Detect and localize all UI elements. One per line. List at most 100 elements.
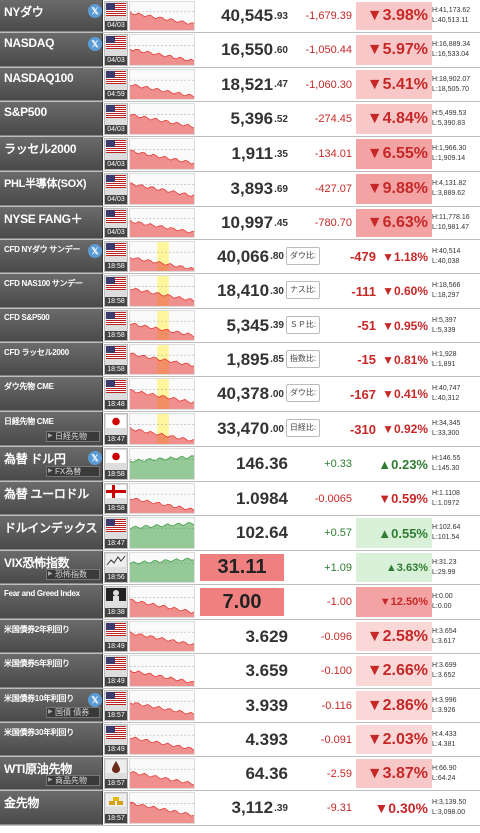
- instrument-name[interactable]: WTI原油先物: [4, 762, 72, 776]
- intraday-sparkline[interactable]: [129, 758, 195, 789]
- market-row[interactable]: NASDAQ 𝕏 04/03 16,550.60 -1,050.44 ▼5.97% H:16…: [0, 33, 480, 68]
- market-row[interactable]: ドルインデックス 18:47 102.64 +0.57 ▲0.55% H:102.64 L:…: [0, 516, 480, 551]
- instrument-name[interactable]: NASDAQ: [4, 36, 55, 50]
- market-row[interactable]: 米国債券10年利回り 𝕏国債 債券 18:57 3.939 -0.116 ▼2.86%H:…: [0, 689, 480, 723]
- intraday-sparkline[interactable]: [129, 34, 195, 66]
- intraday-sparkline[interactable]: [129, 344, 195, 375]
- intraday-sparkline[interactable]: [129, 724, 195, 755]
- market-row[interactable]: S&P500 04/03 5,396.52 -274.45 ▼4.84% H:5,499.…: [0, 102, 480, 137]
- market-row[interactable]: CFD ラッセル2000 18:58 1,895.85 指数比: -15 ▼0.81% H:…: [0, 343, 480, 377]
- current-value: 3,893.69: [196, 172, 288, 206]
- instrument-name[interactable]: 米国債券30年利回り: [4, 728, 74, 737]
- category-link-button[interactable]: 恐怖指数: [46, 569, 100, 580]
- day-high: H:102.64: [432, 524, 461, 531]
- category-link-button[interactable]: FX為替: [46, 466, 100, 477]
- market-row[interactable]: 為替 ドル円 𝕏FX為替 18:58 146.36 +0.33 ▲0.23%H:146.5…: [0, 447, 480, 482]
- x-share-icon[interactable]: 𝕏: [88, 4, 102, 18]
- intraday-sparkline[interactable]: [129, 792, 195, 824]
- value-decimal: .60: [274, 44, 288, 56]
- instrument-name[interactable]: CFD ラッセル2000: [4, 348, 69, 357]
- instrument-name[interactable]: CFD S&P500: [4, 313, 50, 322]
- market-row[interactable]: CFD NAS100 サンデー 18:58 18,410.30 ナス比: -111 ▼0.…: [0, 274, 480, 309]
- intraday-sparkline[interactable]: [129, 586, 195, 618]
- x-share-icon[interactable]: 𝕏: [88, 244, 102, 258]
- intraday-sparkline[interactable]: [129, 138, 195, 170]
- instrument-name[interactable]: VIX恐怖指数: [4, 556, 70, 570]
- market-row[interactable]: 金先物 18:57 3,112.39 -9.31 ▼0.30% H:3,139.50 L:3…: [0, 791, 480, 826]
- instrument-name[interactable]: 日経先物 CME: [4, 417, 54, 426]
- instrument-name[interactable]: 為替 ドル円: [4, 452, 66, 466]
- market-row[interactable]: Fear and Greed Index 18:38 7.00 -1.00 ▼12.50…: [0, 585, 480, 620]
- x-share-icon[interactable]: 𝕏: [88, 693, 102, 707]
- change-value: -51: [357, 318, 376, 333]
- instrument-name[interactable]: 米国債券10年利回り: [4, 694, 74, 703]
- market-row[interactable]: NASDAQ100 04:59 18,521.47 -1,060.30 ▼5.41% H:…: [0, 68, 480, 102]
- instrument-name[interactable]: ドルインデックス: [4, 521, 98, 535]
- intraday-sparkline[interactable]: [129, 655, 195, 687]
- intraday-sparkline[interactable]: [129, 690, 195, 721]
- change-percent-badge: ▼9.88%: [356, 174, 432, 204]
- intraday-sparkline[interactable]: [129, 448, 195, 480]
- intraday-sparkline[interactable]: [129, 103, 195, 135]
- market-row[interactable]: ダウ先物 CME 18:48 40,378.00 ダウ比: -167 ▼0.41% H:40…: [0, 377, 480, 412]
- intraday-sparkline[interactable]: [129, 378, 195, 410]
- intraday-sparkline[interactable]: [129, 310, 195, 341]
- change-value: -310: [349, 421, 376, 437]
- value-decimal: .93: [274, 10, 288, 22]
- comparison-tag: 日経比:: [286, 419, 320, 437]
- market-row[interactable]: CFD NYダウ サンデー 𝕏 18:58 40,066.80 ダウ比: -479 ▼1.1…: [0, 240, 480, 274]
- market-row[interactable]: CFD S&P500 18:58 5,345.39 ＳＰ比: -51 ▼0.95% H:5,…: [0, 309, 480, 343]
- instrument-name[interactable]: CFD NYダウ サンデー: [4, 245, 81, 254]
- instrument-name[interactable]: NYSE FANG＋: [4, 212, 83, 226]
- intraday-sparkline[interactable]: [129, 483, 195, 514]
- day-high: H:4.433: [432, 730, 457, 738]
- intraday-sparkline[interactable]: [129, 275, 195, 307]
- market-row[interactable]: NYダウ 𝕏 04/03 40,545.93 -1,679.39 ▼3.98% H:41,1…: [0, 0, 480, 33]
- intraday-sparkline[interactable]: [129, 208, 195, 238]
- intraday-sparkline[interactable]: [129, 241, 195, 272]
- update-time: 04:59: [105, 90, 127, 99]
- high-low-range: H:1,966.30 L:1,909.14: [432, 137, 466, 171]
- category-link-button[interactable]: 国債 債券: [46, 707, 100, 718]
- instrument-name[interactable]: 米国債券2年利回り: [4, 625, 70, 634]
- update-time: 04/03: [105, 160, 127, 169]
- market-row[interactable]: WTI原油先物商品先物18:5764.36-2.59▼3.87%H:66.90L…: [0, 757, 480, 791]
- instrument-name[interactable]: NYダウ: [4, 5, 44, 19]
- instrument-name[interactable]: CFD NAS100 サンデー: [4, 279, 83, 288]
- instrument-label-panel: ラッセル2000: [0, 137, 103, 171]
- market-row[interactable]: ラッセル2000 04/03 1,911.35 -134.01 ▼6.55% H:1,96…: [0, 137, 480, 172]
- market-row[interactable]: NYSE FANG＋ 04/03 10,997.45 -780.70 ▼6.63% H:1…: [0, 207, 480, 240]
- instrument-name[interactable]: Fear and Greed Index: [4, 589, 80, 598]
- intraday-sparkline[interactable]: [129, 552, 195, 583]
- instrument-name[interactable]: 金先物: [4, 796, 40, 810]
- intraday-sparkline[interactable]: [129, 69, 195, 100]
- x-share-icon[interactable]: 𝕏: [88, 37, 102, 51]
- market-row[interactable]: 米国債券2年利回り 18:49 3.629 -0.096 ▼2.58% H:3.654 L:…: [0, 620, 480, 654]
- intraday-sparkline[interactable]: [129, 517, 195, 549]
- instrument-name[interactable]: NASDAQ100: [4, 71, 74, 85]
- market-row[interactable]: PHL半導体(SOX) 04/03 3,893.69 -427.07 ▼9.88% H:4…: [0, 172, 480, 207]
- instrument-name[interactable]: S&P500: [4, 105, 47, 119]
- intraday-sparkline[interactable]: [129, 1, 195, 31]
- market-row[interactable]: 米国債券5年利回り 18:49 3.659 -0.100 ▼2.66% H:3.699 L:…: [0, 654, 480, 689]
- category-link-button[interactable]: 商品先物: [46, 775, 100, 786]
- change-percent-badge: ▼4.84%: [356, 104, 432, 134]
- instrument-name[interactable]: 米国債券5年利回り: [4, 659, 70, 668]
- intraday-sparkline[interactable]: [129, 173, 195, 205]
- day-high: H:31.23: [432, 558, 457, 566]
- market-row[interactable]: 米国債券30年利回り 18:49 4.393 -0.091 ▼2.03% H:4.433 L…: [0, 723, 480, 757]
- x-share-icon[interactable]: 𝕏: [88, 451, 102, 465]
- day-low: L:64.24: [432, 774, 456, 782]
- instrument-name[interactable]: ダウ先物 CME: [4, 382, 54, 391]
- category-link-button[interactable]: 日経先物: [46, 431, 100, 442]
- instrument-name[interactable]: ラッセル2000: [4, 142, 77, 156]
- value-integer: 5,396: [230, 109, 274, 128]
- intraday-sparkline[interactable]: [129, 621, 195, 652]
- instrument-name[interactable]: PHL半導体(SOX): [4, 178, 87, 190]
- intraday-sparkline[interactable]: [129, 413, 195, 445]
- instrument-name[interactable]: 為替 ユーロドル: [4, 487, 89, 501]
- market-row[interactable]: 為替 ユーロドル 18:58 1.0984 -0.0065 ▼0.59% H:1.1108…: [0, 482, 480, 516]
- market-row[interactable]: VIX恐怖指数恐怖指数18:5631.11+1.09▲3.63%H:31.23L…: [0, 551, 480, 585]
